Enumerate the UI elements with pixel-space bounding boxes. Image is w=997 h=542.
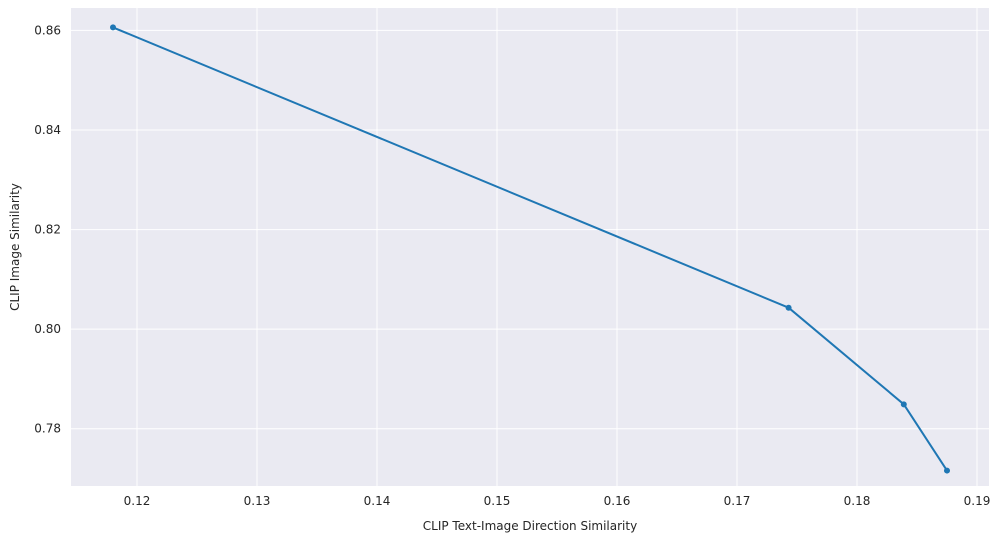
x-tick-label: 0.17: [724, 494, 751, 508]
x-axis-label: CLIP Text-Image Direction Similarity: [423, 519, 637, 533]
series-line: [112, 26, 948, 472]
y-tick-label: 0.84: [34, 123, 61, 137]
y-tick-label: 0.80: [34, 322, 61, 336]
y-axis-label: CLIP Image Similarity: [8, 183, 22, 311]
y-tick-label: 0.86: [34, 23, 61, 37]
x-tick-label: 0.18: [844, 494, 871, 508]
x-tick-label: 0.15: [484, 494, 511, 508]
x-tick-label: 0.19: [964, 494, 991, 508]
x-tick-label: 0.13: [244, 494, 271, 508]
x-tick-label: 0.12: [124, 494, 151, 508]
plot-area: [71, 8, 989, 486]
y-axis-ticks: 0.78 0.80 0.82 0.84 0.86: [34, 23, 61, 435]
x-tick-label: 0.14: [364, 494, 391, 508]
data-point: [110, 24, 116, 31]
y-tick-label: 0.82: [34, 223, 61, 237]
data-series: [110, 24, 950, 474]
data-point: [944, 467, 950, 474]
data-point: [785, 304, 792, 311]
grid: [71, 8, 989, 486]
y-tick-label: 0.78: [34, 422, 61, 436]
x-tick-label: 0.16: [604, 494, 631, 508]
data-point: [900, 401, 907, 408]
x-axis-ticks: 0.12 0.13 0.14 0.15 0.16 0.17 0.18 0.19: [124, 494, 991, 508]
